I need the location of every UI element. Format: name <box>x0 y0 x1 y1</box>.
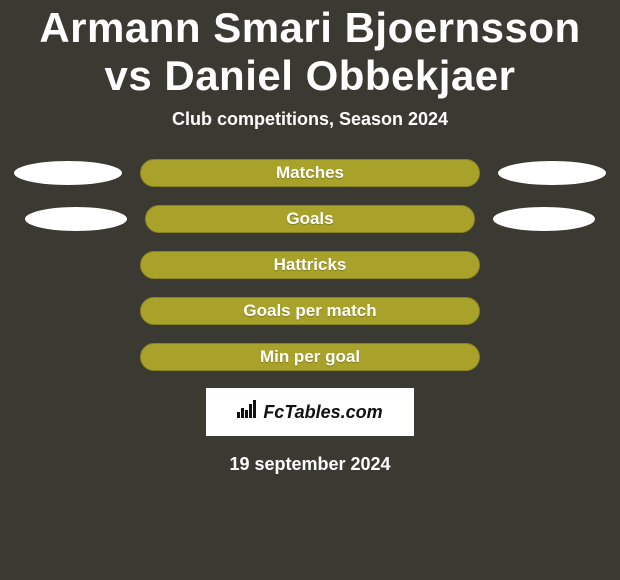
date-text: 19 september 2024 <box>0 454 620 475</box>
stat-label: Goals <box>286 209 333 229</box>
comparison-card: Armann Smari Bjoernsson vs Daniel Obbekj… <box>0 0 620 475</box>
branding-inner: FcTables.com <box>237 400 382 423</box>
branding-text: FcTables.com <box>263 402 382 423</box>
stat-label: Hattricks <box>274 255 347 275</box>
left-value-ellipse <box>14 161 122 185</box>
stat-row-goals: Goals <box>0 204 620 234</box>
right-value-ellipse <box>498 161 606 185</box>
stat-bar: Hattricks <box>140 251 480 279</box>
stat-bar: Goals <box>145 205 475 233</box>
stat-row-matches: Matches <box>0 158 620 188</box>
stat-label: Min per goal <box>260 347 360 367</box>
stat-label: Matches <box>276 163 344 183</box>
branding-badge: FcTables.com <box>206 388 414 436</box>
stat-bar: Goals per match <box>140 297 480 325</box>
subtitle: Club competitions, Season 2024 <box>0 109 620 130</box>
right-value-ellipse <box>493 207 595 231</box>
stat-rows: Matches Goals Hattricks Goals per match <box>0 158 620 372</box>
stat-label: Goals per match <box>243 301 376 321</box>
stat-bar: Min per goal <box>140 343 480 371</box>
page-title: Armann Smari Bjoernsson vs Daniel Obbekj… <box>0 4 620 109</box>
left-value-ellipse <box>25 207 127 231</box>
stat-row-goals-per-match: Goals per match <box>0 296 620 326</box>
bars-icon <box>237 400 259 418</box>
stat-row-min-per-goal: Min per goal <box>0 342 620 372</box>
stat-row-hattricks: Hattricks <box>0 250 620 280</box>
stat-bar: Matches <box>140 159 480 187</box>
